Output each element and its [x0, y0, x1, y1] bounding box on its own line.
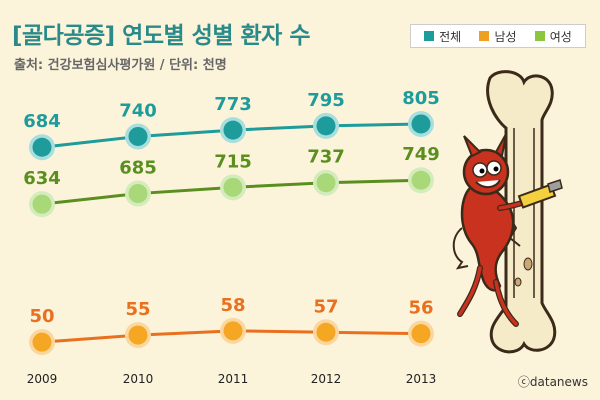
source-subtitle: 출처: 건강보험심사평가원 / 단위: 천명: [14, 58, 227, 73]
legend-swatch-female: [534, 31, 545, 41]
x-tick-label-2012: 2012: [311, 372, 342, 386]
legend-label-male: 남성: [494, 29, 517, 44]
cartoon-devil-sawing-bone-icon: [452, 70, 563, 354]
legend-item-total: 전체: [424, 28, 461, 45]
page-title: [골다공증] 연도별 성별 환자 수: [12, 23, 310, 49]
chart-legend: 전체 남성 여성: [410, 24, 586, 48]
data-point-female-2013: [411, 170, 431, 190]
data-label-total-2010: 740: [119, 100, 157, 121]
data-label-total-2011: 773: [214, 94, 252, 115]
data-point-male-2009: [32, 332, 52, 352]
data-point-female-2012: [316, 173, 336, 193]
data-point-total-2012: [316, 116, 336, 136]
data-label-female-2010: 685: [119, 158, 157, 179]
legend-item-male: 남성: [479, 28, 517, 45]
data-label-female-2012: 737: [307, 147, 345, 168]
data-point-male-2013: [411, 324, 431, 344]
data-label-male-2010: 55: [125, 299, 150, 320]
data-label-total-2012: 795: [307, 90, 345, 111]
legend-label-female: 여성: [549, 29, 572, 44]
data-label-male-2009: 50: [29, 306, 54, 327]
data-point-male-2011: [223, 321, 243, 341]
data-label-male-2011: 58: [220, 295, 245, 316]
data-label-female-2009: 634: [23, 168, 61, 189]
data-point-total-2010: [128, 126, 148, 146]
data-label-male-2013: 56: [408, 298, 433, 319]
x-tick-label-2011: 2011: [218, 372, 249, 386]
data-point-total-2011: [223, 120, 243, 140]
data-point-male-2012: [316, 322, 336, 342]
data-label-female-2013: 749: [402, 144, 440, 165]
data-point-total-2009: [32, 137, 52, 157]
data-point-male-2010: [128, 325, 148, 345]
data-label-female-2011: 715: [214, 151, 252, 172]
data-point-total-2013: [411, 114, 431, 134]
data-label-total-2013: 805: [402, 88, 440, 109]
legend-swatch-total: [424, 31, 435, 41]
data-label-male-2012: 57: [313, 296, 338, 317]
credit-text: ⓒdatanews: [517, 375, 588, 389]
legend-item-female: 여성: [534, 28, 572, 45]
data-point-female-2011: [223, 177, 243, 197]
x-tick-label-2010: 2010: [123, 372, 154, 386]
data-point-female-2009: [32, 194, 52, 214]
x-tick-label-2009: 2009: [27, 372, 58, 386]
x-tick-label-2013: 2013: [406, 372, 437, 386]
data-label-total-2009: 684: [23, 111, 61, 132]
legend-swatch-male: [479, 31, 490, 41]
data-point-female-2010: [128, 184, 148, 204]
legend-label-total: 전체: [439, 29, 462, 44]
